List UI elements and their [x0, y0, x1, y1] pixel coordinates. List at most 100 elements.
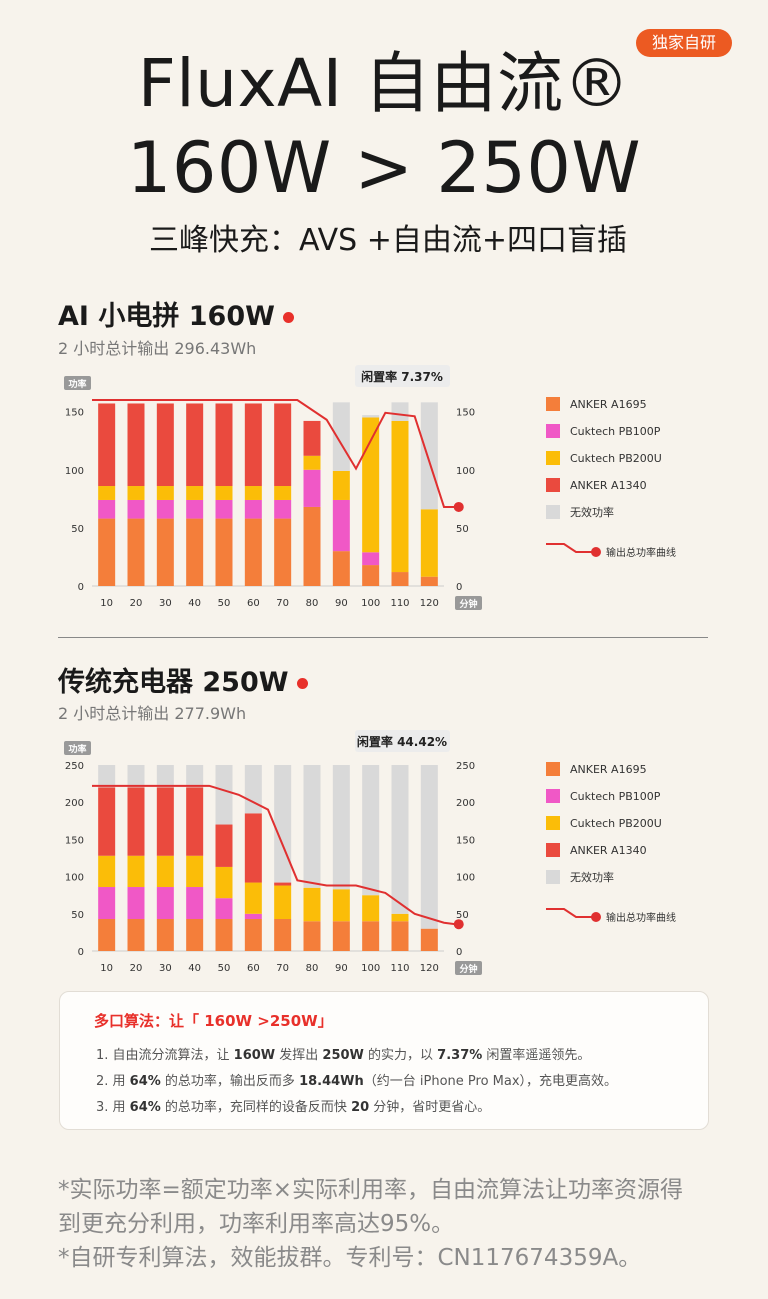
bar-segment [332, 921, 350, 951]
bar-segment [391, 921, 409, 951]
legend-swatch [546, 451, 560, 465]
right-y-tick-label: 150 [456, 835, 475, 846]
right-y-tick-label: 100 [456, 873, 475, 884]
bar-segment [362, 565, 380, 586]
bar-segment [186, 855, 204, 888]
x-tick-label: 60 [247, 963, 260, 974]
bar-segment [98, 518, 116, 586]
x-tick-label: 20 [130, 963, 143, 974]
curve-end-marker [453, 501, 464, 512]
section-divider [58, 637, 708, 638]
bar-segment [215, 499, 233, 519]
idle-rate-tag [355, 365, 450, 387]
bar-segment [303, 469, 321, 507]
right-y-tick-label: 50 [456, 910, 469, 921]
legend-swatch [546, 397, 560, 411]
right-y-tick-label: 50 [456, 524, 469, 535]
bar-segment [127, 887, 145, 920]
bar-segment [362, 417, 380, 553]
legend-swatch [546, 424, 560, 438]
bar-segment [186, 765, 204, 788]
bar-segment [303, 506, 321, 586]
y-tick-label: 0 [78, 947, 84, 958]
chart-250w: 功率 闲置率 44.42% 0 50 100 150 200 250 0 50 100 150 200 2… [64, 730, 676, 975]
y-tick-label: 0 [78, 582, 84, 593]
y-axis-label: 功率 [68, 743, 86, 755]
footnote-1: *实际功率=额定功率×实际利用率，自由流算法让功率资源得 [58, 1177, 684, 1203]
bar-segment [186, 518, 204, 586]
bar-segment [186, 887, 204, 920]
bar-segment [332, 551, 350, 586]
hero-title: FluxAI 自由流® [137, 45, 631, 122]
bar-segment [420, 765, 438, 929]
x-tick-label: 120 [420, 598, 439, 609]
legend-swatch [546, 870, 560, 884]
y-tick-label: 200 [65, 798, 84, 809]
x-tick-label: 90 [335, 963, 348, 974]
legend-label: 无效功率 [570, 870, 614, 884]
bar-segment [420, 402, 438, 510]
x-tick-label: 20 [130, 598, 143, 609]
bar-segment [127, 518, 145, 586]
bar-segment [156, 887, 174, 920]
bar-segment [98, 887, 116, 920]
legend-swatch [546, 505, 560, 519]
right-y-tick-label: 100 [456, 466, 475, 477]
bar-segment [362, 921, 380, 951]
legend-curve-marker [591, 547, 601, 557]
y-axis-label: 功率 [68, 378, 86, 390]
hero-subtitle: 三峰快充：AVS +自由流+四口盲插 [149, 223, 627, 258]
bar-segment [362, 415, 380, 418]
bar-segment [391, 420, 409, 573]
legend-swatch [546, 843, 560, 857]
bar-segment [186, 499, 204, 519]
y-tick-label: 150 [65, 835, 84, 846]
bar-segment [215, 765, 233, 825]
bar-segment [244, 518, 262, 586]
x-tick-label: 110 [390, 963, 409, 974]
bar-segment [215, 919, 233, 951]
bar-segment [186, 919, 204, 951]
bar-segment [303, 887, 321, 922]
bar-segment [186, 787, 204, 856]
bar-segment [332, 470, 350, 500]
x-tick-label: 40 [188, 598, 201, 609]
bar-segment [156, 403, 174, 487]
x-tick-label: 110 [390, 598, 409, 609]
bar-segment [127, 499, 145, 519]
legend-label: Cuktech PB200U [570, 452, 662, 465]
y-tick-label: 50 [71, 524, 84, 535]
bar-segment [274, 919, 292, 951]
bar-segment [244, 813, 262, 883]
bar-segment [244, 882, 262, 914]
bar-segment [215, 486, 233, 500]
chart-160w: 功率 闲置率 7.37% 0 50 100 150 0 50 100 150 10 20 30 40 50 6… [64, 365, 676, 610]
bar-segment [244, 499, 262, 519]
algorithm-item-2: 2. 用 64% 的总功率，输出反而多 18.44Wh（约一台 iPhone P… [96, 1074, 618, 1089]
total-power-curve [92, 784, 456, 926]
bar-segment [362, 552, 380, 566]
bar-segment [303, 765, 321, 888]
y-tick-label: 250 [65, 761, 84, 772]
algorithm-box: 多口算法：让「 160W >250W」 1. 自由流分流算法，让 160W 发挥… [59, 991, 709, 1130]
x-tick-label: 10 [100, 598, 113, 609]
bar-segment [420, 928, 438, 951]
total-power-curve [92, 399, 456, 508]
bar-segment [303, 455, 321, 470]
x-tick-label: 40 [188, 963, 201, 974]
bar-segment [127, 403, 145, 487]
section2-title: 传统充电器 250W [58, 665, 308, 701]
bar-segment [215, 824, 233, 867]
bar-segment [420, 509, 438, 577]
legend-label: ANKER A1695 [570, 763, 647, 776]
bar-segment [420, 576, 438, 586]
legend-swatch [546, 762, 560, 776]
idle-rate-label: 闲置率 44.42% [357, 734, 447, 749]
x-axis-unit-tag [455, 961, 482, 975]
algorithm-item-1: 1. 自由流分流算法，让 160W 发挥出 250W 的实力，以 7.37% 闲… [96, 1048, 591, 1063]
bar-segment [303, 921, 321, 951]
y-axis-unit-tag [64, 741, 91, 755]
bar-segment [303, 420, 321, 456]
right-y-tick-label: 200 [456, 798, 475, 809]
legend-label: 输出总功率曲线 [606, 911, 676, 924]
